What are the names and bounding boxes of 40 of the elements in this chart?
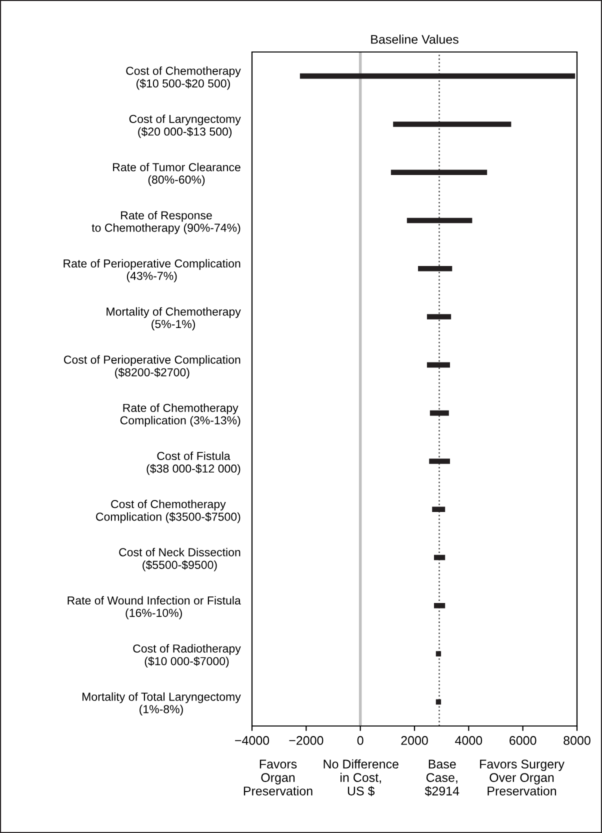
y-tick-label: Cost of Chemotherapy ($10 500-$20 500) (126, 66, 241, 90)
y-tick-label: Rate of Chemotherapy Complication (3%-13%) (120, 404, 240, 427)
y-tick-label: Cost of Chemotherapy Complication ($3500-$7500) (96, 500, 240, 524)
x-tick-label: 6000 (510, 736, 536, 745)
y-tick-label: Rate of Tumor Clearance (80%-60%) (113, 162, 240, 186)
bar (393, 122, 512, 127)
y-tick-label: Cost of Radiotherapy ($10 000-$7000) (133, 644, 241, 668)
y-tick-label: Cost of Fistula ($38 000-$12 000) (146, 452, 240, 475)
bar (418, 266, 452, 272)
bar (429, 458, 450, 464)
x-tick-label: 4000 (455, 736, 482, 745)
bar (426, 314, 452, 320)
y-tick-label: Mortality of Total Laryngectomy (1%-8%) (82, 692, 241, 716)
x-tick-label: 8000 (564, 736, 590, 745)
x-tick-label: 0 (357, 736, 364, 745)
bar (426, 362, 450, 368)
bar (434, 554, 446, 560)
bar (436, 651, 442, 656)
chart-title: Baseline Values (371, 34, 458, 44)
bar (436, 699, 442, 705)
text: No Difference in Cost, US $ (324, 759, 398, 796)
x-tick-label: 2000 (401, 736, 428, 745)
y-tick-label: Cost of Perioperative Complication ($8200-$2700) (64, 355, 240, 379)
bar (430, 410, 449, 416)
text: Base Case, $2914 (424, 760, 460, 796)
bar (432, 506, 446, 512)
text: Favors Surgery Over Organ Preservation (480, 760, 564, 796)
y-tick-label: Rate of Perioperative Complication (43%-7%) (64, 259, 240, 282)
y-tick-label: Cost of Laryngectomy ($20 000-$13 500) (129, 114, 241, 138)
bar (390, 170, 488, 176)
y-tick-label: Rate of Wound Infection or Fistula (16%-10%) (68, 596, 241, 620)
bar (406, 218, 472, 224)
x-tick-label: −2000 (289, 736, 324, 745)
x-tick-label: −4000 (235, 736, 270, 745)
y-tick-label: Mortality of Chemotherapy (5%-1%) (106, 307, 241, 330)
text: Favors Organ Preservation (244, 760, 312, 796)
bar (434, 602, 446, 608)
bar (300, 73, 576, 79)
y-tick-label: Rate of Response to Chemotherapy (90%-74%) (92, 210, 240, 234)
y-tick-label: Cost of Neck Dissection ($5500-$9500) (119, 548, 240, 572)
